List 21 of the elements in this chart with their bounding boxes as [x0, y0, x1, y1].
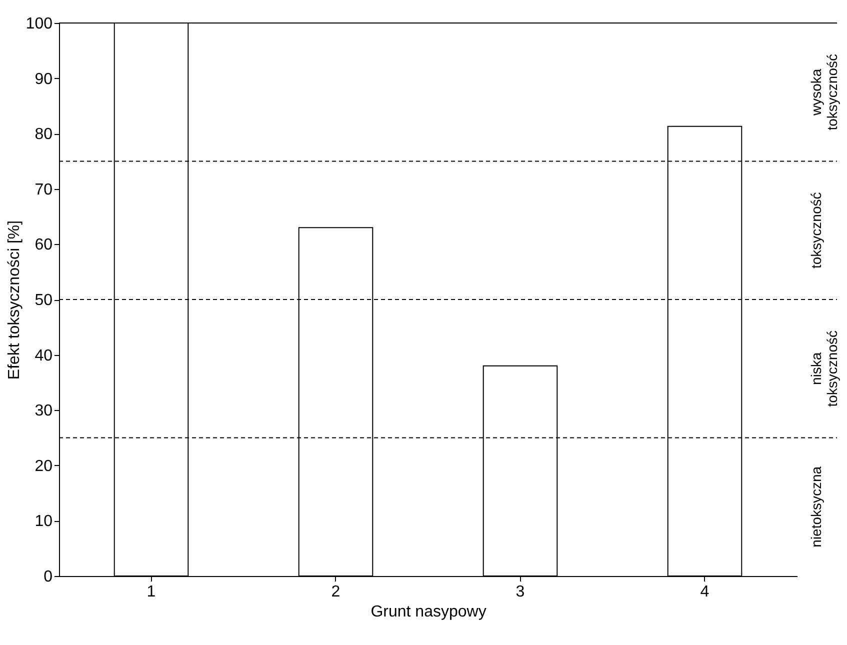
y-tick-label: 90 — [34, 70, 53, 88]
annotation: wysoka toksyczność — [808, 54, 840, 130]
annotation: niska toksyczność — [808, 330, 840, 407]
y-tick-label: 30 — [34, 402, 53, 420]
x-tick-label: 1 — [146, 584, 156, 600]
y-axis-title: Efekt toksyczności [%] — [6, 220, 23, 380]
annotation: nietoksyczna — [808, 466, 824, 548]
x-tick-label: 4 — [700, 584, 710, 600]
y-tick-label: 40 — [34, 347, 53, 364]
y-tick-label: 60 — [34, 236, 53, 254]
y-tick-label: 80 — [34, 126, 53, 144]
y-tick-label: 20 — [34, 458, 53, 475]
y-tick-label: 50 — [34, 292, 53, 309]
x-tick-label: 2 — [331, 584, 340, 600]
x-axis-title: Grunt nasypowy — [370, 604, 486, 620]
x-tick-label: 3 — [516, 584, 525, 600]
y-tick-label: 100 — [26, 16, 53, 32]
y-tick-label: 10 — [34, 513, 53, 530]
y-tick-label: 70 — [34, 181, 53, 198]
y-tick-label: 0 — [44, 568, 53, 586]
annotation: toksyczność — [808, 192, 824, 268]
